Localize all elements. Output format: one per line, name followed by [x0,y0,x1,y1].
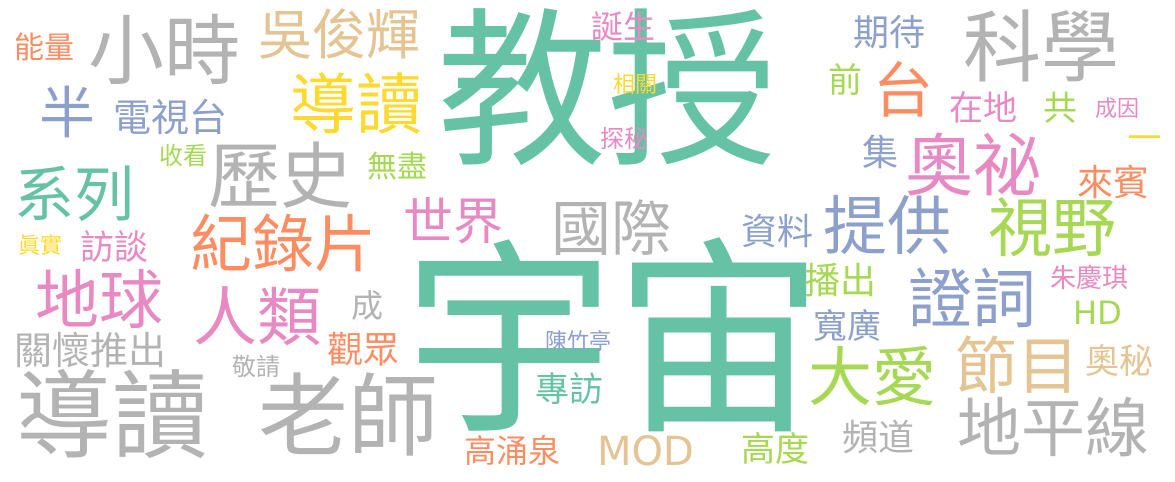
word-yuzhou: 宇宙 [404,220,825,465]
word-jilupian: 紀錄片 [190,208,377,281]
word-aomi-tan: 奧秘 [1085,342,1153,382]
word-dianshitai: 電視台 [113,96,228,140]
word-dipingxian: 地平線 [957,393,1149,467]
word-daodu-yellow: 導讀 [290,67,422,144]
word-jingqing: 敬請 [232,353,280,381]
word-bochu: 播出 [804,261,877,302]
word-wujunhui: 吳俊輝 [258,4,420,67]
word-mod: MOD [597,429,694,475]
word-zhuanfang: 專訪 [535,370,603,410]
word-jiemu: 節目 [955,330,1080,403]
word-tigong: 提供 [823,191,951,265]
word-chenzhuting: 陳竹亭 [545,330,612,355]
word-guoji: 國際 [551,195,671,265]
word-pindao: 頻道 [842,418,915,459]
word-guanzhong: 觀眾 [327,330,400,371]
word-shoukan: 收看 [159,142,207,170]
word-diqiu: 地球 [35,265,163,339]
word-laoshi: 老師 [258,365,438,470]
word-fangtan: 訪談 [80,228,148,268]
word-xiaoshi: 小時 [88,7,240,96]
word-nengliang: 能量 [14,31,74,66]
word-shijie: 世界 [403,193,503,251]
word-tanmi: 探秘 [600,125,648,153]
word-dansheng: 誕生 [591,8,656,46]
word-cheng: 成 [351,287,384,325]
word-ban: 半 [39,82,95,147]
word-daai: 大愛 [808,342,936,416]
word-xilie: 系列 [14,161,134,231]
word-hd: HD [1073,294,1122,332]
word-ziliao: 資料 [741,212,814,253]
word-tai: 台 [873,57,933,127]
word-kuanguang: 寬廣 [813,307,881,347]
word-chengyin: 成因 [1095,97,1140,122]
word-laibin: 來賓 [1077,163,1150,204]
word-zhengci: 證詞 [908,264,1036,338]
word-yi: 一 [1121,120,1161,154]
word-shiye: 視野 [988,193,1116,267]
word-wujin: 無盡 [367,150,427,185]
word-kexue: 科學 [963,4,1120,94]
word-zhenshi: 眞實 [18,234,63,259]
word-ji: 集 [862,133,899,174]
word-xiangguan: 相關 [613,73,658,98]
word-renlei: 人類 [193,282,321,356]
word-gong: 共 [1043,89,1077,129]
word-zaidi: 在地 [949,89,1017,129]
word-qian: 前 [828,61,862,101]
word-jiaoshou: 教授 [437,0,778,192]
word-guanhuai-tuichu: 關懷推出 [14,329,167,373]
word-gaoyongquan: 高涌泉 [464,432,561,470]
word-qidai: 期待 [853,13,926,54]
word-lishi: 歷史 [208,135,353,219]
word-aomi-pink: 奧祕 [905,128,1042,207]
word-gaodu: 高度 [741,430,809,470]
word-zhuqingqi: 朱慶琪 [1050,264,1129,294]
word-daodu-gray: 導讀 [16,361,208,473]
